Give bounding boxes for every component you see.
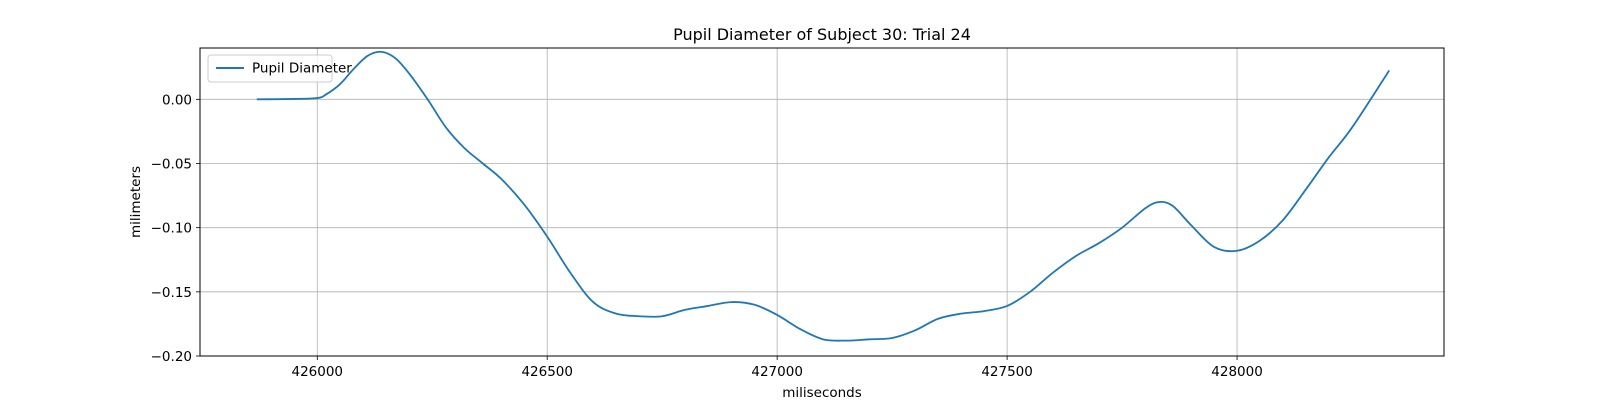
grid-lines xyxy=(200,48,1444,357)
series-layer xyxy=(256,50,1390,342)
axis-ticks: 426000 426500 427000 427500 428000 0.00 −0.05 −… xyxy=(151,92,1263,380)
plot-frame xyxy=(199,47,1445,357)
y-tick-label: −0.15 xyxy=(151,285,192,301)
x-tick-label: 426500 xyxy=(521,364,573,380)
x-tick-label: 427500 xyxy=(981,364,1033,380)
y-axis-label: milimeters xyxy=(128,166,144,238)
legend-label-pupil-diameter: Pupil Diameter xyxy=(252,61,352,77)
legend: Pupil Diameter xyxy=(207,54,352,83)
y-tick-label: −0.20 xyxy=(151,349,192,365)
x-tick-label: 426000 xyxy=(291,364,343,380)
legend-frame xyxy=(207,54,333,83)
x-axis-label: miliseconds xyxy=(782,385,862,400)
y-tick-label: −0.10 xyxy=(151,221,192,237)
y-tick-label: 0.00 xyxy=(162,92,192,108)
x-tick-label: 427000 xyxy=(751,364,803,380)
y-tick-label: −0.05 xyxy=(151,157,192,173)
series-line-pupil-diameter xyxy=(256,50,1390,342)
chart-title: Pupil Diameter of Subject 30: Trial 24 xyxy=(673,25,971,44)
x-tick-label: 428000 xyxy=(1211,364,1263,380)
